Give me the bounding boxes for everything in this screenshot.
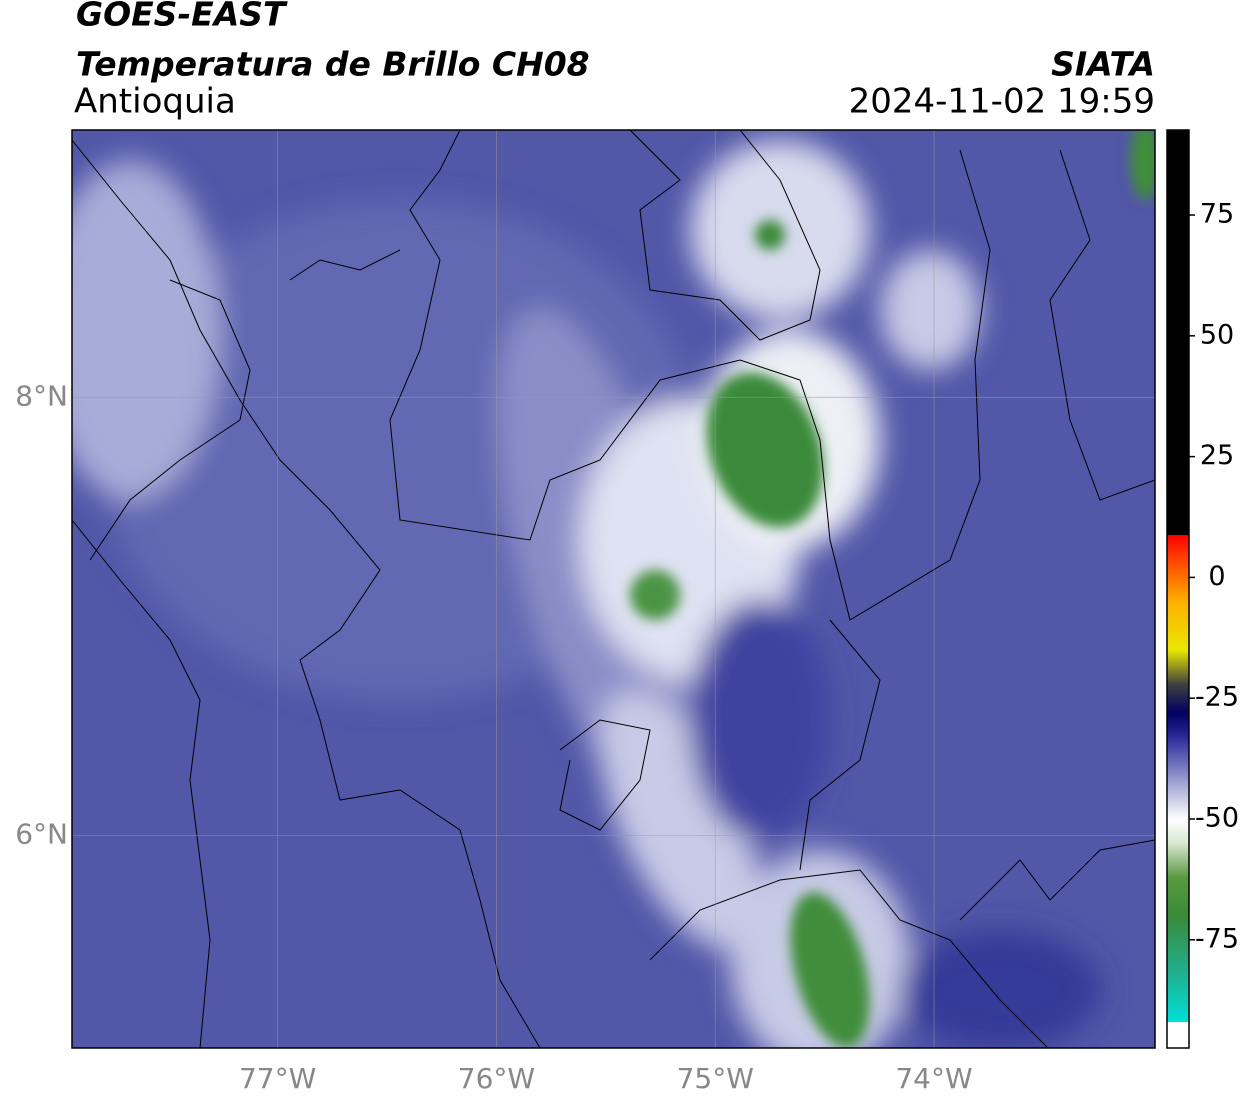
colorbar-segment bbox=[1167, 712, 1189, 738]
x-tick-label: 74°W bbox=[895, 1062, 972, 1095]
colorbar-tick-label: 0 bbox=[1208, 561, 1225, 592]
x-tick-label: 77°W bbox=[239, 1062, 316, 1095]
colorbar-frame bbox=[1166, 129, 1190, 1049]
colorbar-segment bbox=[1167, 843, 1189, 878]
colorbar-tick-label: 25 bbox=[1200, 440, 1234, 471]
colorbar-tick-label: -50 bbox=[1195, 802, 1239, 833]
y-tick-label: 8°N bbox=[15, 379, 68, 412]
colorbar-tick-label: -75 bbox=[1195, 923, 1239, 954]
colorbar-tick-label: -25 bbox=[1195, 682, 1239, 713]
colorbar-segment bbox=[1167, 915, 1189, 975]
colorbar-segment bbox=[1167, 601, 1189, 651]
map-frame bbox=[71, 129, 1156, 1049]
subtitle: Temperatura de Brillo CH08 bbox=[76, 45, 590, 84]
colorbar-segment bbox=[1167, 1021, 1189, 1049]
colorbar-segment bbox=[1167, 736, 1189, 781]
region: Antioquia bbox=[74, 82, 236, 122]
colorbar-segment bbox=[1167, 558, 1189, 603]
title: GOES-EAST bbox=[76, 0, 288, 34]
source: SIATA bbox=[1051, 45, 1155, 84]
x-tick-label: 76°W bbox=[458, 1062, 535, 1095]
datetime: 2024-11-02 19:59 bbox=[849, 82, 1155, 122]
map-image bbox=[72, 130, 1155, 1048]
colorbar-segment bbox=[1167, 534, 1189, 559]
colorbar-segment bbox=[1167, 818, 1189, 844]
colorbar-segment bbox=[1167, 780, 1189, 820]
x-tick-label: 75°W bbox=[677, 1062, 754, 1095]
colorbar-segment bbox=[1167, 683, 1189, 714]
colorbar-segment bbox=[1167, 130, 1189, 535]
colorbar-segment bbox=[1167, 973, 1189, 1022]
colorbar-segment bbox=[1167, 876, 1189, 917]
colorbar-tick-label: 75 bbox=[1200, 199, 1234, 230]
colorbar-segment bbox=[1167, 649, 1189, 685]
colorbar-tick-label: 50 bbox=[1200, 319, 1234, 350]
y-tick-label: 6°N bbox=[15, 817, 68, 850]
